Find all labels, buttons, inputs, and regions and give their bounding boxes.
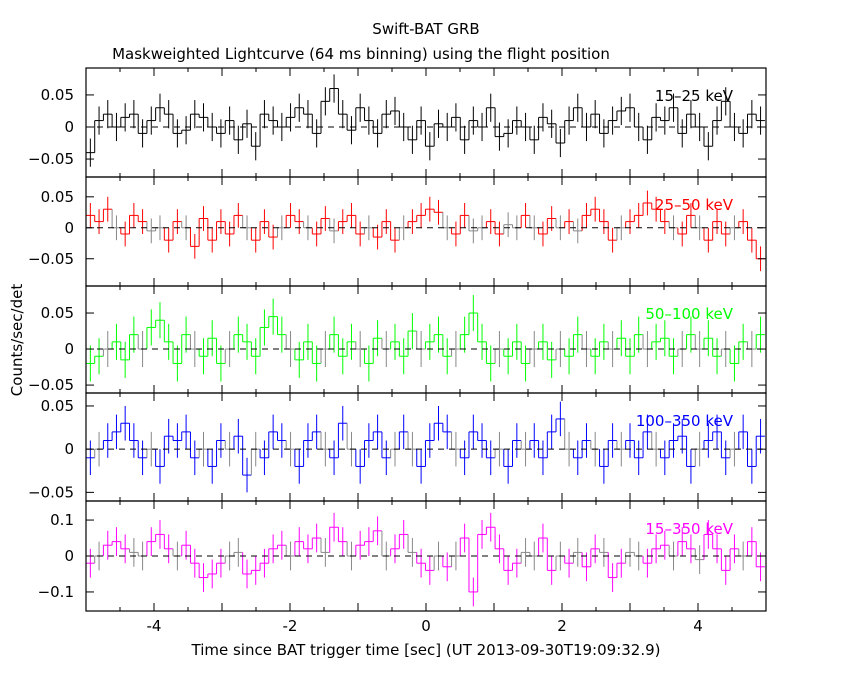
y-tick-label: −0.05 bbox=[28, 483, 74, 501]
y-tick-label: 0.05 bbox=[41, 188, 74, 206]
y-tick-label: 0 bbox=[64, 340, 74, 358]
y-tick-label: −0.05 bbox=[28, 250, 74, 268]
y-tick-label: 0.05 bbox=[41, 304, 74, 322]
y-tick-label: −0.1 bbox=[38, 583, 74, 601]
band-label: 50–100 keV bbox=[645, 305, 733, 323]
chart-subtitle: Maskweighted Lightcurve (64 ms binning) … bbox=[112, 45, 610, 63]
panel-frame bbox=[85, 67, 767, 178]
chart-title: Swift-BAT GRB bbox=[372, 20, 479, 38]
x-tick-label: -4 bbox=[147, 617, 162, 635]
y-tick-label: 0 bbox=[64, 219, 74, 237]
y-tick-label: −0.05 bbox=[28, 150, 74, 168]
x-tick-label: -2 bbox=[283, 617, 298, 635]
band-label: 15–25 keV bbox=[655, 87, 734, 105]
x-axis-label: Time since BAT trigger time [sec] (UT 20… bbox=[191, 641, 661, 659]
y-tick-label: 0 bbox=[64, 547, 74, 565]
band-label: 100–350 keV bbox=[636, 412, 734, 430]
y-axis-label: Counts/sec/det bbox=[8, 284, 26, 397]
band-label: 25–50 keV bbox=[655, 196, 734, 214]
x-tick-label: 0 bbox=[421, 617, 431, 635]
panel-frame bbox=[85, 392, 767, 502]
x-tick-label: 4 bbox=[693, 617, 703, 635]
y-tick-label: −0.05 bbox=[28, 376, 74, 394]
x-tick-label: 2 bbox=[557, 617, 567, 635]
y-tick-label: 0 bbox=[64, 118, 74, 136]
y-tick-label: 0 bbox=[64, 440, 74, 458]
y-tick-label: 0.05 bbox=[41, 397, 74, 415]
panel-frame bbox=[85, 285, 767, 394]
y-tick-label: 0.05 bbox=[41, 86, 74, 104]
panel-frame bbox=[85, 176, 767, 287]
y-tick-label: 0.1 bbox=[50, 511, 74, 529]
band-label: 15–350 keV bbox=[645, 520, 733, 538]
